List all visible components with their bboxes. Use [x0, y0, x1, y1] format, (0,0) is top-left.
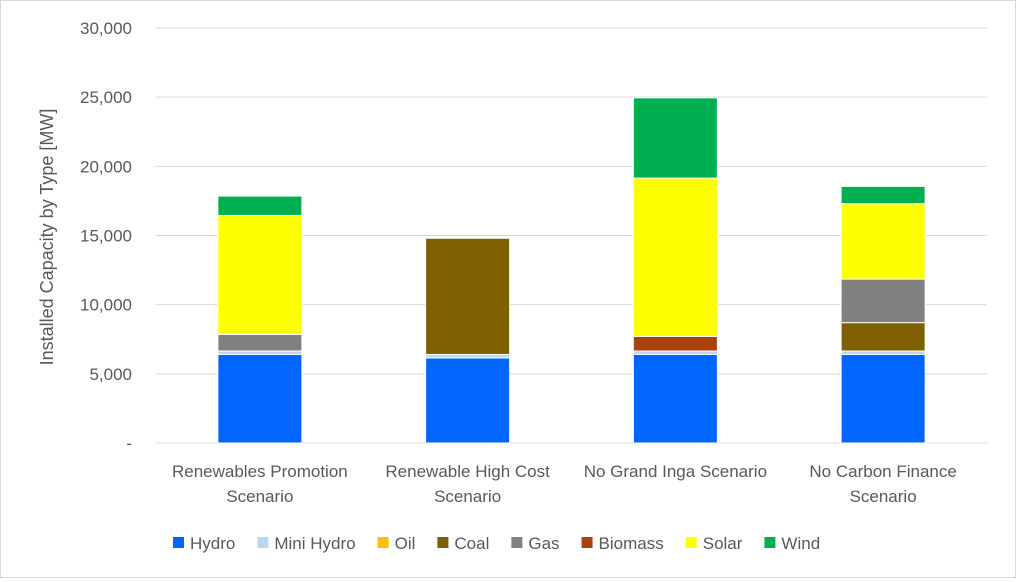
legend-item: Biomass [581, 534, 664, 553]
legend-swatch [437, 537, 449, 548]
y-tick-label: 20,000 [80, 157, 132, 176]
legend-item: Gas [511, 534, 560, 553]
bar-segment [217, 195, 303, 216]
bar-segment [840, 353, 926, 444]
bar-segment [840, 278, 926, 324]
legend-item: Wind [764, 534, 820, 553]
x-category-label: Renewables Promotion Scenario [172, 462, 348, 506]
legend-label: Solar [703, 534, 743, 553]
y-axis-title: Installed Capacity by Type [MW] [37, 109, 57, 366]
x-axis-labels: Renewables Promotion Scenario Renewable Hi… [172, 462, 957, 506]
bar-segment [632, 97, 718, 179]
x-category-label: No Grand Inga Scenario [584, 462, 767, 481]
bar-segment [840, 350, 926, 355]
legend-item: Oil [377, 534, 416, 553]
bar-segment [217, 333, 303, 352]
bar-segment [840, 203, 926, 280]
bar-segment [632, 353, 718, 444]
bar-segment [217, 214, 303, 335]
x-category-label: No Carbon Finance Scenario [809, 462, 956, 506]
legend-label: Oil [395, 534, 416, 553]
bar-segment [425, 357, 511, 444]
legend-label: Gas [528, 534, 559, 553]
bar-segment [840, 185, 926, 205]
legend-swatch [257, 537, 269, 548]
y-tick-label: 25,000 [80, 88, 132, 107]
legend-item: Solar [685, 534, 743, 553]
bar-segment [840, 322, 926, 352]
legend-item: Coal [437, 534, 489, 553]
bar-segment [217, 350, 303, 355]
legend-item: Mini Hydro [257, 534, 356, 553]
y-tick-label: 10,000 [80, 296, 132, 315]
y-tick-label: 15,000 [80, 227, 132, 246]
bar-segment [632, 335, 718, 352]
legend-label: Hydro [190, 534, 235, 553]
legend-swatch [173, 537, 184, 548]
bar-segment [632, 350, 718, 355]
legend-swatch [511, 537, 523, 548]
y-axis-ticks: - 5,000 10,000 15,000 20,000 25,000 30,000 [80, 19, 132, 453]
legend-swatch [377, 537, 389, 548]
legend-label: Coal [454, 534, 489, 553]
y-tick-label: 30,000 [80, 19, 132, 38]
x-category-label: Renewable High Cost Scenario [385, 462, 550, 506]
legend: Hydro Mini Hydro Oil Coal Gas Biomass Solar Win… [173, 534, 820, 553]
legend-swatch [764, 537, 776, 548]
y-tick-label: 5,000 [89, 365, 132, 384]
legend-swatch [581, 537, 593, 548]
bar-segment [425, 237, 511, 355]
y-tick-label: - [126, 434, 132, 453]
legend-label: Mini Hydro [274, 534, 355, 553]
bar-segment [425, 353, 511, 359]
legend-label: Biomass [599, 534, 664, 553]
legend-label: Wind [781, 534, 820, 553]
bar-segment [217, 353, 303, 444]
legend-item: Hydro [173, 534, 235, 553]
legend-swatch [685, 537, 697, 548]
bar-segment [632, 177, 718, 337]
bars [217, 97, 926, 444]
